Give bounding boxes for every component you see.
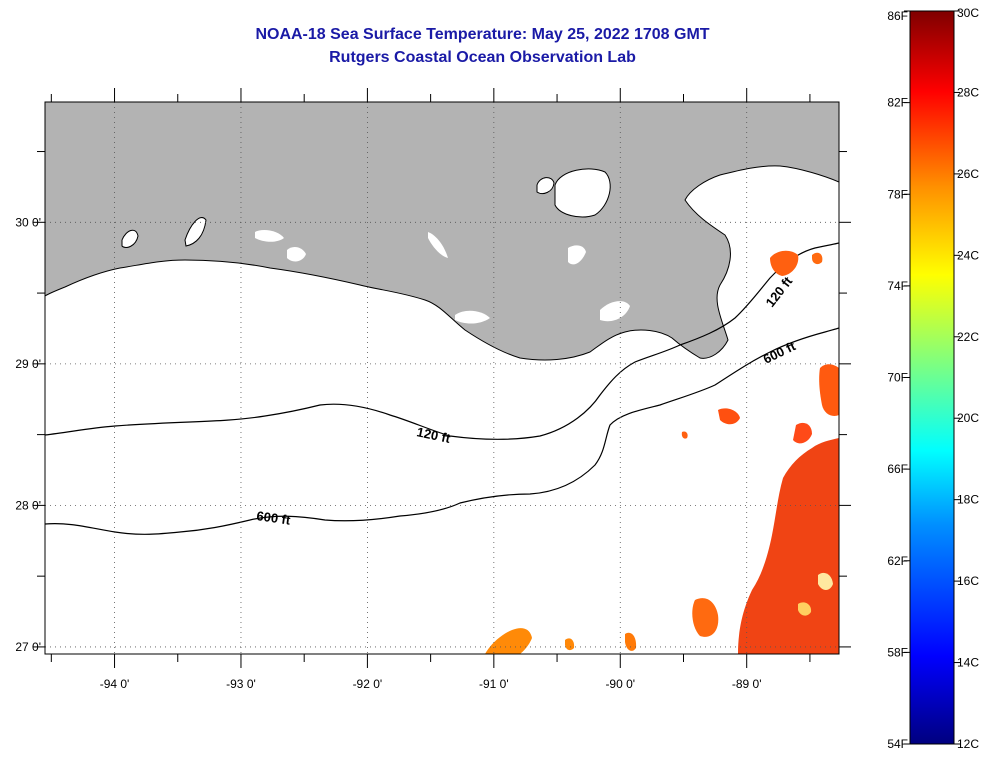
lat-tick-label: 27 0'	[15, 640, 41, 654]
colorbar-f-label: 82F	[887, 96, 908, 110]
sst-patch-mid-2	[681, 431, 688, 439]
contour-600ft	[45, 327, 839, 535]
colorbar-ticks	[904, 10, 960, 745]
tick-labels: -94 0' -93 0' -92 0' -91 0' -90 0' -89 0' 30 0…	[15, 215, 761, 691]
lon-tick-label: -92 0'	[353, 677, 383, 691]
contour-120ft	[45, 242, 839, 440]
sst-patch-northeast-2	[812, 252, 823, 265]
colorbar-c-label: 22C	[957, 330, 979, 344]
lake-pontchartrain	[554, 168, 611, 218]
land-mass	[45, 102, 839, 361]
lon-tick-label: -93 0'	[226, 677, 256, 691]
map-border	[44, 101, 840, 655]
lake-maurepas	[536, 177, 555, 195]
lon-tick-label: -94 0'	[100, 677, 130, 691]
colorbar-c-label: 30C	[957, 6, 979, 20]
sst-hot-spot	[798, 602, 812, 616]
sst-patch-east-mid	[793, 422, 812, 444]
colorbar-c-label: 18C	[957, 493, 979, 507]
colorbar-c-label: 24C	[957, 248, 979, 262]
colorbar	[909, 10, 955, 745]
lat-tick-label: 28 0'	[15, 498, 41, 512]
colorbar-c-label: 12C	[957, 737, 979, 751]
barataria-bay	[600, 301, 630, 322]
colorbar-c-label: 28C	[957, 85, 979, 99]
sst-patch-mid-1	[718, 408, 740, 425]
sst-patch-northeast	[770, 250, 799, 276]
grand-lake	[287, 246, 306, 262]
colorbar-c-label: 16C	[957, 574, 979, 588]
terrebonne-bay	[455, 310, 490, 324]
colorbar-f-label: 58F	[887, 645, 908, 659]
sst-hot-spot	[818, 572, 833, 590]
colorbar-f-label: 66F	[887, 462, 908, 476]
map-ticks	[33, 88, 851, 668]
lon-tick-label: -89 0'	[732, 677, 762, 691]
colorbar-f-label: 86F	[887, 9, 908, 23]
lat-lon-grid	[45, 102, 839, 654]
colorbar-c-label: 26C	[957, 167, 979, 181]
sabine-lake	[121, 229, 139, 249]
sst-patch-east	[738, 438, 839, 654]
contour-label: 600 ft	[256, 508, 292, 528]
map-subtitle: Rutgers Coastal Ocean Observation Lab	[329, 49, 636, 66]
sst-patch-south-east	[692, 598, 719, 637]
colorbar-f-label: 78F	[887, 187, 908, 201]
white-lake	[255, 230, 284, 242]
lake-salvador	[568, 245, 586, 265]
sst-patch-south-small-1	[565, 638, 575, 651]
colorbar-c-label: 14C	[957, 656, 979, 670]
colorbar-f-label: 74F	[887, 279, 908, 293]
vermilion-bay	[428, 232, 448, 258]
lon-tick-label: -90 0'	[605, 677, 635, 691]
sst-patch-south-center	[485, 628, 532, 654]
sst-patch-east-top	[819, 364, 839, 416]
colorbar-f-label: 54F	[887, 737, 908, 751]
colorbar-labels: 86F 82F 78F 74F 70F 66F 62F 58F 54F 30C 28C 26C 24C 2…	[887, 6, 979, 751]
contour-label: 120 ft	[415, 424, 452, 446]
lon-tick-label: -91 0'	[479, 677, 509, 691]
colorbar-f-label: 62F	[887, 554, 908, 568]
map-title: NOAA-18 Sea Surface Temperature: May 25,…	[255, 26, 710, 43]
calcasieu-lake	[184, 217, 207, 247]
lat-tick-label: 29 0'	[15, 357, 41, 371]
colorbar-f-label: 70F	[887, 371, 908, 385]
colorbar-c-label: 20C	[957, 411, 979, 425]
lat-tick-label: 30 0'	[15, 215, 41, 229]
sst-patch-south-small-2	[625, 632, 637, 651]
